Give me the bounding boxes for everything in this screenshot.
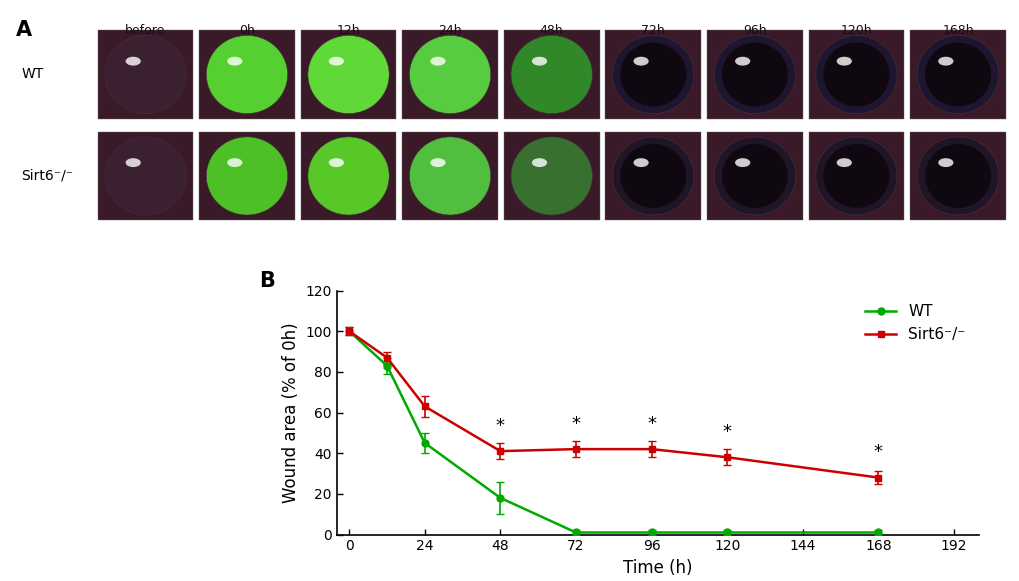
Ellipse shape (430, 158, 445, 167)
Bar (199, 131, 294, 220)
Bar (605, 30, 700, 119)
Ellipse shape (924, 42, 990, 106)
Ellipse shape (531, 57, 546, 66)
Text: *: * (873, 443, 882, 461)
Ellipse shape (815, 137, 896, 215)
Bar (808, 30, 904, 119)
Text: 168h: 168h (942, 24, 973, 37)
Text: 96h: 96h (742, 24, 766, 37)
Ellipse shape (227, 57, 243, 66)
Ellipse shape (125, 158, 141, 167)
Ellipse shape (713, 137, 795, 215)
Text: before: before (125, 24, 165, 37)
Ellipse shape (721, 144, 787, 208)
Legend: WT, Sirt6⁻/⁻: WT, Sirt6⁻/⁻ (858, 298, 971, 348)
Ellipse shape (511, 35, 592, 113)
Ellipse shape (125, 57, 141, 66)
Text: *: * (382, 362, 391, 380)
Ellipse shape (105, 35, 185, 113)
Ellipse shape (409, 137, 490, 215)
Bar (909, 131, 1005, 220)
Text: *: * (571, 415, 580, 433)
Ellipse shape (735, 158, 750, 167)
Ellipse shape (620, 144, 686, 208)
Bar (401, 131, 497, 220)
Text: 48h: 48h (539, 24, 564, 37)
Ellipse shape (308, 35, 389, 113)
Text: 24h: 24h (438, 24, 462, 37)
Ellipse shape (836, 57, 851, 66)
Ellipse shape (328, 158, 343, 167)
Ellipse shape (937, 57, 953, 66)
Ellipse shape (822, 42, 889, 106)
Ellipse shape (206, 35, 287, 113)
Ellipse shape (612, 35, 693, 113)
Y-axis label: Wound area (% of 0h): Wound area (% of 0h) (281, 322, 300, 503)
Ellipse shape (937, 158, 953, 167)
Ellipse shape (822, 144, 889, 208)
Bar (503, 131, 599, 220)
Ellipse shape (713, 35, 795, 113)
Text: 0h: 0h (238, 24, 255, 37)
Text: *: * (495, 417, 504, 435)
Ellipse shape (409, 35, 490, 113)
Ellipse shape (916, 35, 998, 113)
Bar (808, 131, 904, 220)
Bar (909, 30, 1005, 119)
Bar (605, 131, 700, 220)
Ellipse shape (924, 144, 990, 208)
Ellipse shape (620, 42, 686, 106)
Bar (301, 30, 396, 119)
Text: B: B (259, 271, 275, 291)
Ellipse shape (511, 137, 592, 215)
Bar (199, 30, 294, 119)
Text: A: A (15, 20, 32, 40)
Ellipse shape (531, 158, 546, 167)
Ellipse shape (735, 57, 750, 66)
Ellipse shape (328, 57, 343, 66)
Text: 12h: 12h (336, 24, 360, 37)
Ellipse shape (721, 42, 787, 106)
Ellipse shape (430, 57, 445, 66)
Bar (706, 30, 802, 119)
Ellipse shape (916, 137, 998, 215)
Bar (98, 131, 193, 220)
Ellipse shape (836, 158, 851, 167)
Bar (301, 131, 396, 220)
Ellipse shape (206, 137, 287, 215)
X-axis label: Time (h): Time (h) (623, 559, 692, 577)
Text: 72h: 72h (641, 24, 664, 37)
Ellipse shape (815, 35, 896, 113)
Ellipse shape (633, 57, 648, 66)
Text: *: * (646, 415, 655, 433)
Ellipse shape (308, 137, 389, 215)
Text: *: * (722, 423, 731, 441)
Ellipse shape (612, 137, 693, 215)
Bar (706, 131, 802, 220)
Ellipse shape (633, 158, 648, 167)
Bar (98, 30, 193, 119)
Bar (401, 30, 497, 119)
Ellipse shape (105, 137, 185, 215)
Text: WT: WT (21, 67, 44, 81)
Bar (503, 30, 599, 119)
Ellipse shape (227, 158, 243, 167)
Text: Sirt6⁻/⁻: Sirt6⁻/⁻ (21, 169, 73, 183)
Text: 120h: 120h (840, 24, 871, 37)
